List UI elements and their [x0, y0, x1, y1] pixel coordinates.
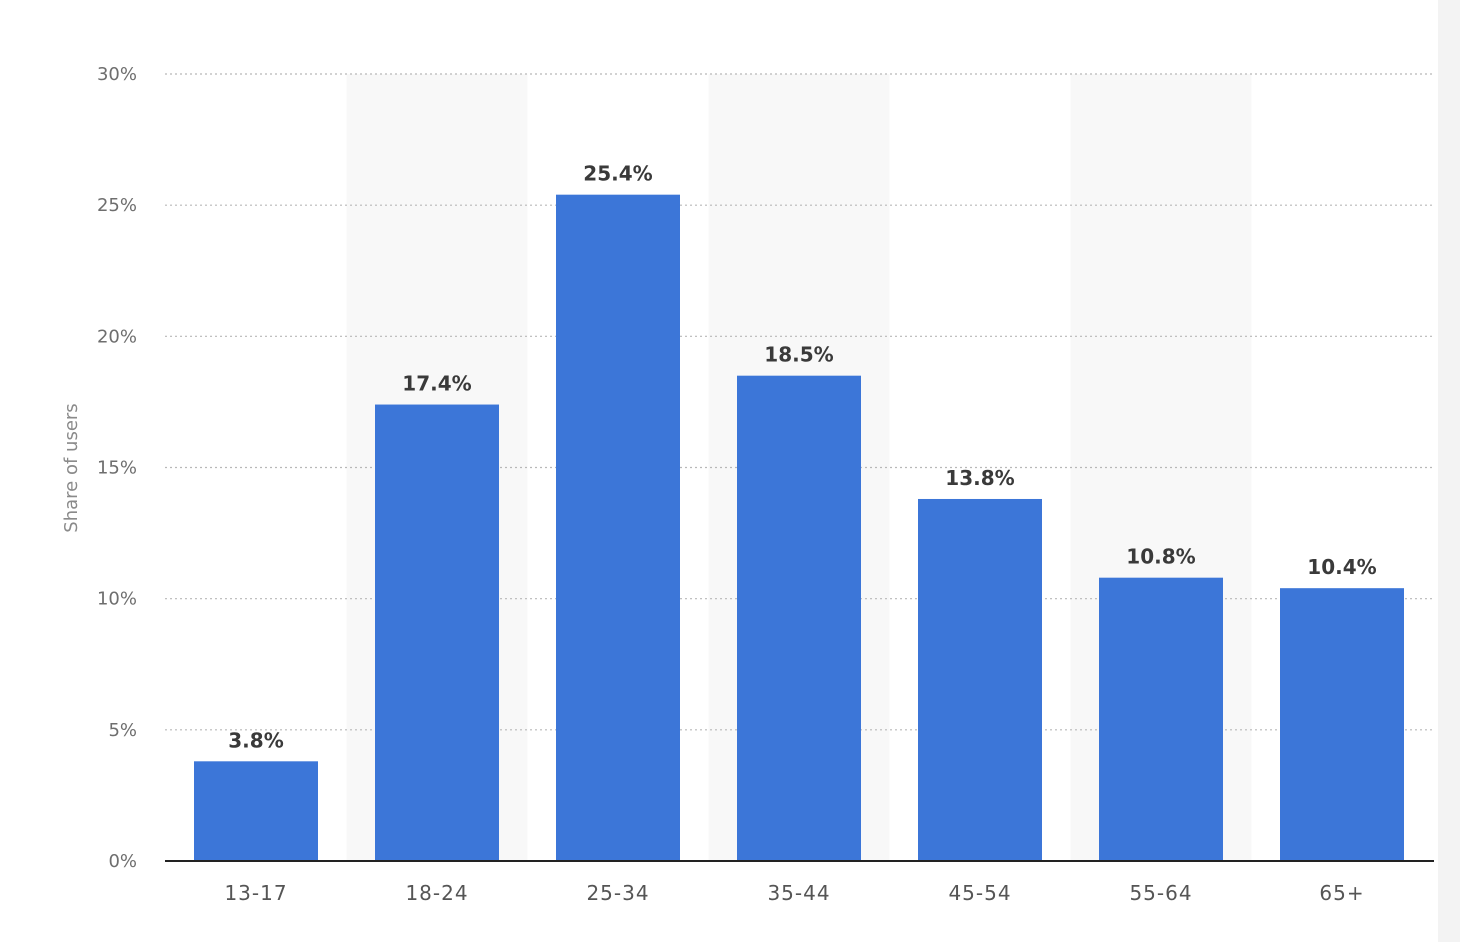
x-tick-label: 55-64: [1129, 881, 1192, 905]
bar-value-label: 13.8%: [945, 466, 1014, 490]
y-tick-label: 25%: [97, 195, 137, 216]
bars: [194, 194, 1404, 861]
bar[interactable]: [1099, 577, 1223, 861]
right-edge-strip: [1438, 0, 1460, 942]
y-axis-title: Share of users: [61, 403, 82, 532]
y-axis-ticks: 0% 5% 10% 15% 20% 25% 30%: [97, 64, 137, 872]
x-tick-label: 25-34: [586, 881, 649, 905]
bar[interactable]: [194, 761, 318, 861]
bar-value-label: 10.4%: [1307, 555, 1376, 579]
x-tick-label: 45-54: [948, 881, 1011, 905]
bar[interactable]: [375, 404, 499, 861]
y-tick-label: 15%: [97, 458, 137, 479]
bar-value-label: 18.5%: [764, 343, 833, 367]
bar-value-label: 10.8%: [1126, 545, 1195, 569]
x-axis-ticks: 13-17 18-24 25-34 35-44 45-54 55-64 65+: [224, 881, 1364, 905]
bar-value-label: 3.8%: [228, 728, 283, 752]
x-tick-label: 18-24: [405, 881, 468, 905]
y-tick-label: 10%: [97, 589, 137, 610]
bar[interactable]: [1280, 588, 1404, 861]
bar[interactable]: [918, 498, 1042, 861]
y-tick-label: 30%: [97, 64, 137, 85]
bar[interactable]: [737, 375, 861, 861]
y-tick-label: 5%: [108, 720, 137, 741]
x-tick-label: 65+: [1319, 881, 1364, 905]
data-labels: 3.8% 17.4% 25.4% 18.5% 13.8% 10.8% 10.4%: [228, 162, 1376, 753]
y-tick-label: 0%: [108, 851, 137, 872]
bar[interactable]: [556, 194, 680, 861]
x-tick-label: 13-17: [224, 881, 287, 905]
bar-value-label: 17.4%: [402, 372, 471, 396]
bar-value-label: 25.4%: [583, 162, 652, 186]
y-tick-label: 20%: [97, 326, 137, 347]
x-tick-label: 35-44: [767, 881, 830, 905]
